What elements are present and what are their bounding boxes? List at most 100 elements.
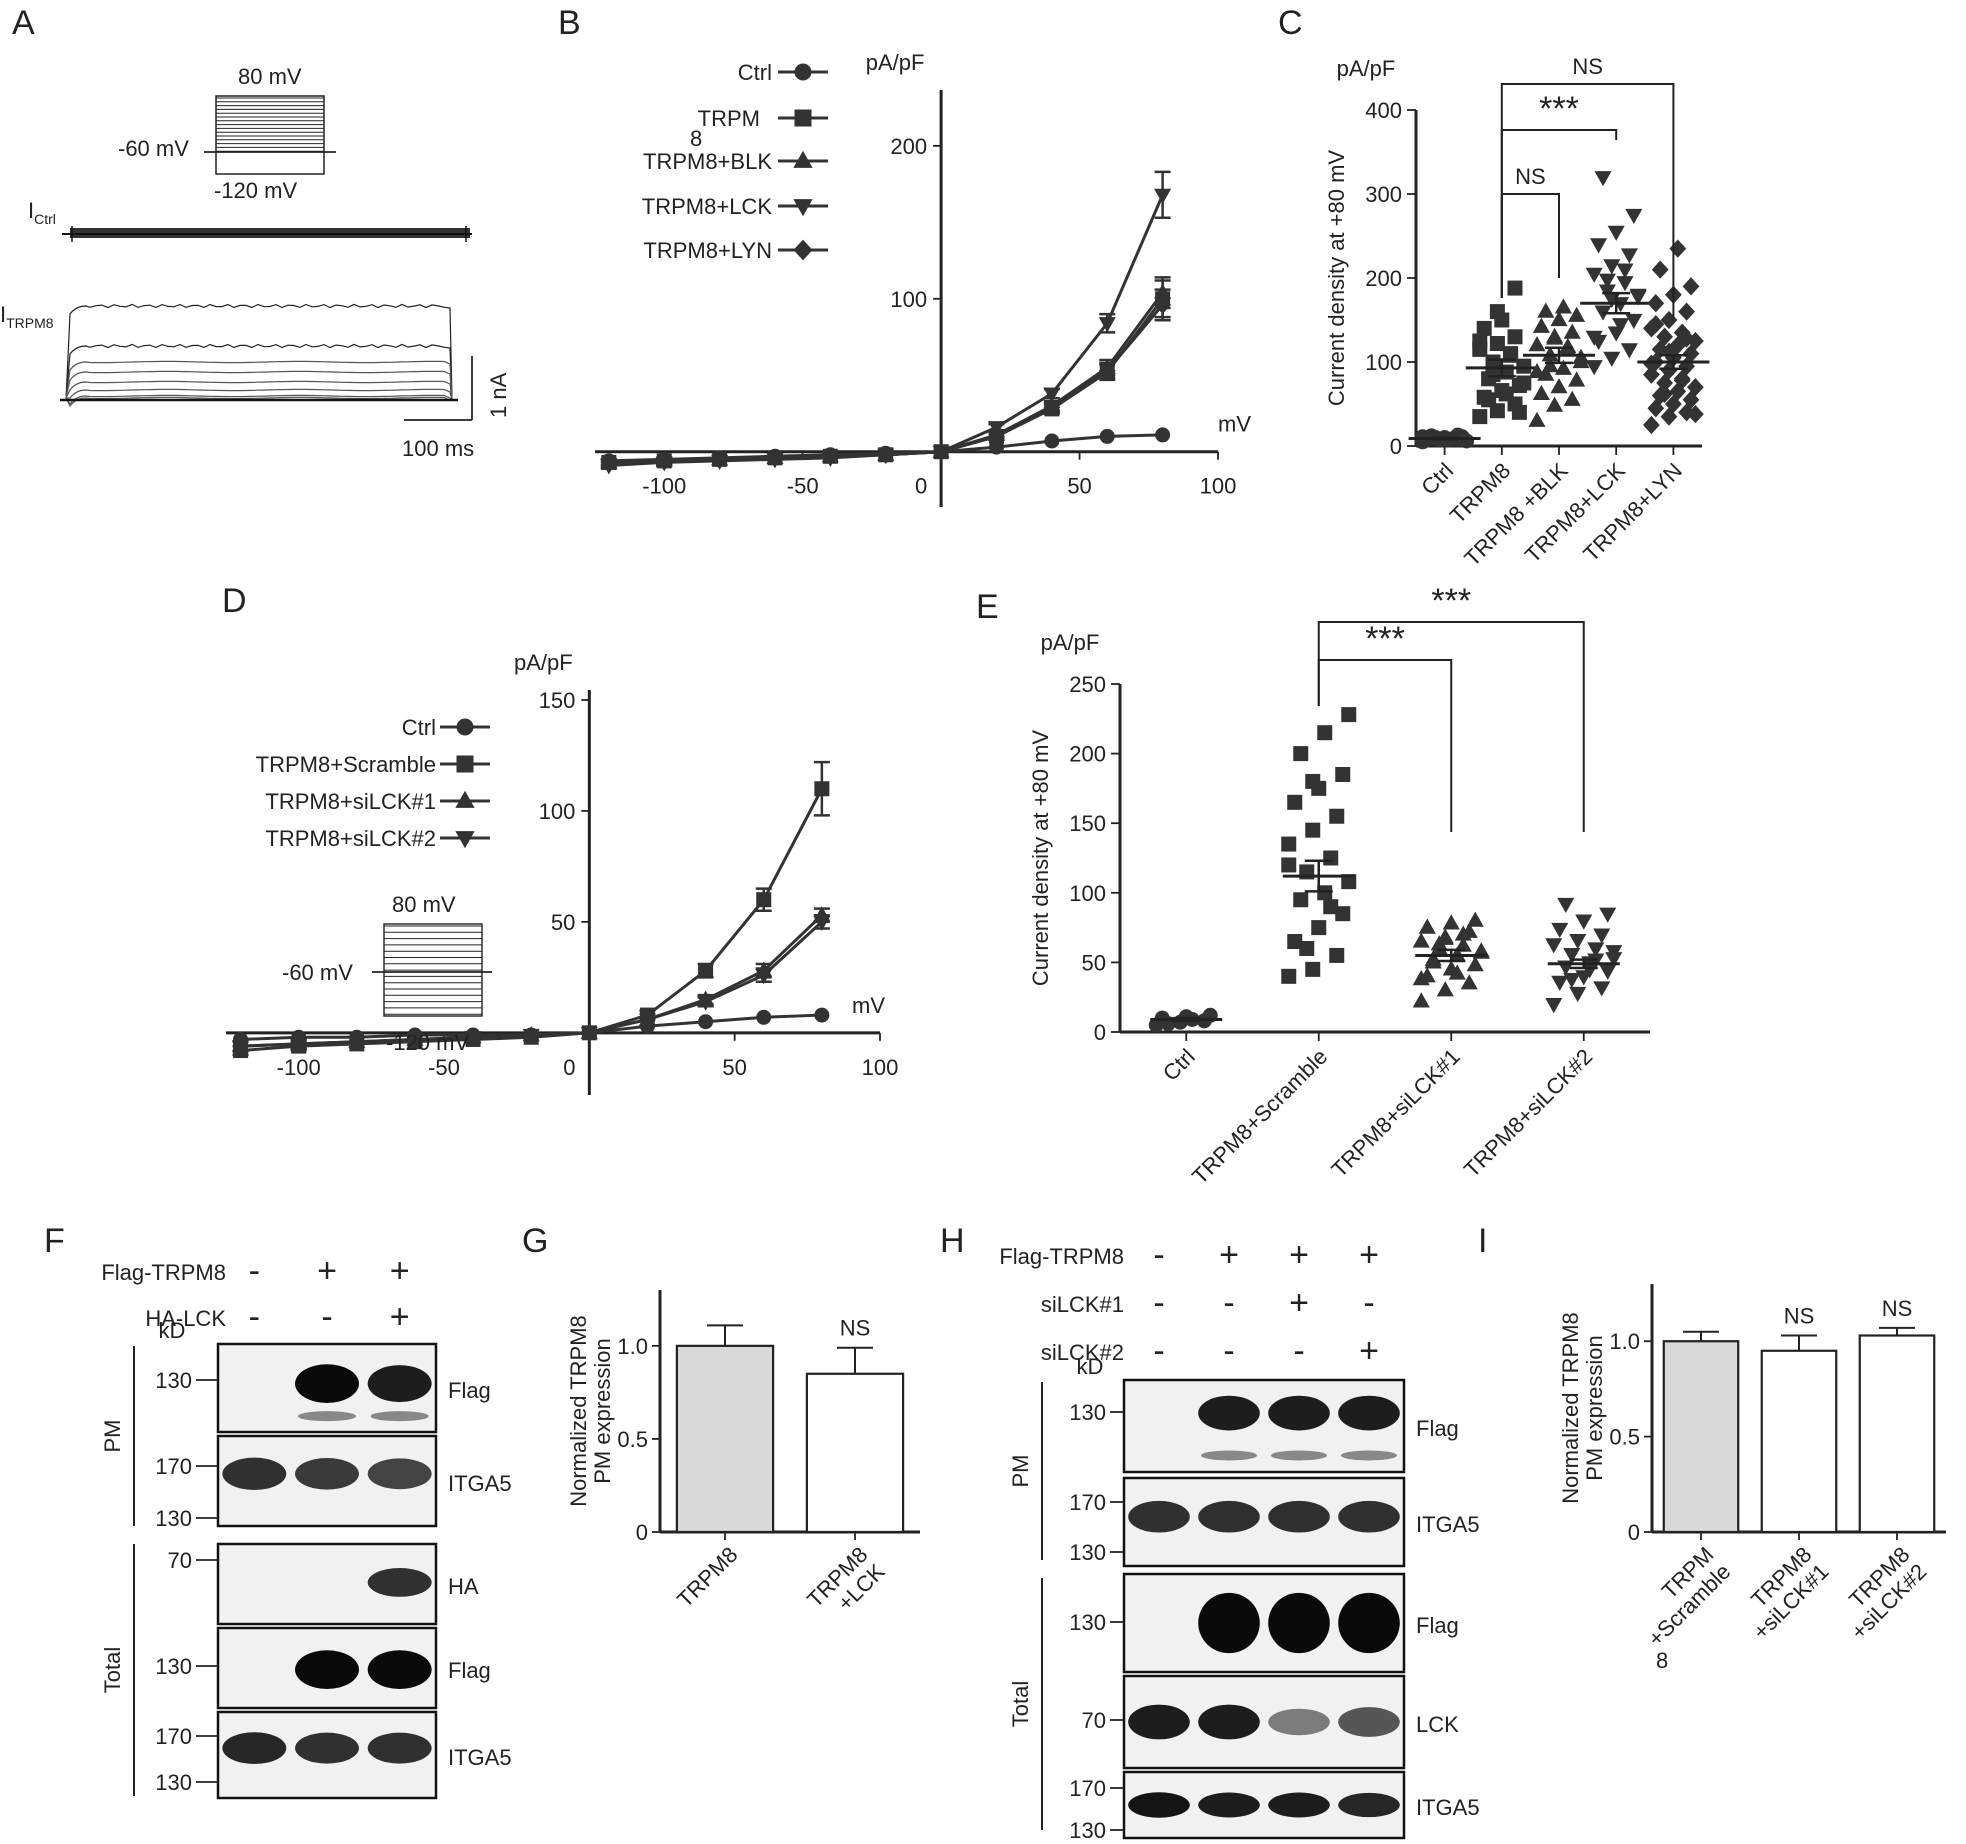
x-tick-label-extra: 8 [1656, 1648, 1668, 1673]
blot-band [1128, 1704, 1190, 1740]
data-point [1616, 263, 1634, 279]
blot-band [1198, 1500, 1260, 1533]
western-blot-h: Flag-TRPM8- + + +siLCK#1- - + -siLCK#2- - - +kDFl… [999, 1236, 1479, 1843]
trpm8-current-sweep [65, 343, 453, 401]
blot-band [295, 1732, 359, 1764]
data-point [464, 1031, 482, 1047]
data-point [1154, 188, 1172, 204]
blot-band [1198, 1592, 1260, 1654]
protocol-steps [215, 95, 325, 175]
legend: Ctrl TRPM8+Scramble TRPM8+siLCK#1 TRPM8+siL… [256, 715, 490, 851]
blot-label: ITGA5 [448, 1471, 512, 1496]
data-point [1412, 992, 1430, 1008]
data-point [406, 1033, 424, 1049]
panel-label-e: E [976, 588, 999, 626]
y-axis-label: Current density at +80 mV [1324, 150, 1349, 407]
data-point [1598, 273, 1616, 289]
protocol-top-label: 80 mV [238, 64, 302, 89]
bar [805, 1372, 905, 1534]
data-point [1098, 317, 1116, 333]
trpm8-current-sweep [65, 396, 452, 408]
blot-band [1198, 1395, 1260, 1431]
data-point [1599, 907, 1617, 923]
data-point [1687, 404, 1704, 424]
panel-label-a: A [12, 4, 35, 42]
legend-label-extra: 8 [690, 126, 702, 151]
data-point [1546, 327, 1564, 343]
condition-label: siLCK#2 [1041, 1340, 1124, 1365]
x-tick-label: 100 [862, 1055, 899, 1080]
trpm8-current-sweep [65, 394, 453, 406]
blot-band [367, 1732, 432, 1764]
data-point [1563, 323, 1581, 339]
condition-mark: - [1153, 1284, 1164, 1322]
bar [1858, 1334, 1936, 1534]
x-tick-label: -100 [277, 1055, 321, 1080]
legend-marker [455, 831, 475, 849]
mw-label: 130 [1069, 1540, 1106, 1565]
condition-mark: + [390, 1252, 410, 1290]
data-point [1559, 337, 1577, 353]
data-point [1299, 940, 1315, 956]
data-point [1541, 357, 1559, 373]
data-point [1554, 298, 1572, 314]
data-point [1678, 329, 1695, 348]
data-point [1568, 306, 1586, 322]
mw-label: 130 [155, 1506, 192, 1531]
data-point [1442, 914, 1460, 930]
data-point [1305, 773, 1321, 789]
data-point [1448, 964, 1466, 980]
x-axis-label: mV [852, 993, 885, 1018]
data-point [655, 451, 673, 471]
data-point [1593, 981, 1611, 997]
data-point [1678, 302, 1695, 321]
blot-band [295, 1650, 359, 1689]
data-point [1550, 310, 1568, 327]
y-unit-label: pA/pF [1337, 56, 1396, 81]
x-tick-label: 50 [1067, 474, 1091, 499]
blot-band [297, 1411, 357, 1422]
data-point [1507, 280, 1523, 296]
x-tick-label: 0 [563, 1055, 575, 1080]
data-point [1281, 857, 1297, 873]
legend-label: TRPM8+siLCK#1 [265, 789, 436, 814]
trpm8-current-sweep [65, 303, 453, 401]
data-point [1545, 998, 1563, 1014]
trpm8-current-sweep [66, 388, 453, 401]
legend-label: TRPM8+siLCK#2 [265, 826, 436, 851]
data-point [1323, 850, 1339, 866]
bar [1760, 1349, 1838, 1534]
y-axis-label: pA/pF [514, 650, 573, 675]
legend-label: TRPM8+BLK [643, 149, 772, 174]
significance-bracket [1317, 659, 1453, 832]
y-tick-label: 200 [890, 134, 927, 159]
bar [675, 1344, 775, 1534]
data-point [1569, 934, 1587, 950]
data-point [1481, 392, 1497, 408]
data-point [1607, 225, 1625, 241]
blot-band [1341, 1450, 1397, 1461]
data-point [1454, 925, 1472, 941]
blot-band [295, 1364, 359, 1403]
blot-strip-HA: HA 70 [168, 1542, 479, 1626]
panel-label-h: H [940, 1222, 965, 1260]
data-point [1472, 333, 1488, 349]
significance-label: NS [1882, 1296, 1913, 1321]
protocol-bottom-label: -120 mV [214, 178, 297, 203]
data-point [1412, 932, 1430, 948]
y-unit-label: pA/pF [1041, 630, 1100, 655]
data-point [1647, 315, 1665, 334]
mw-label: 170 [155, 1724, 192, 1749]
data-point [1329, 808, 1345, 824]
y-tick-label: 100 [1365, 350, 1402, 375]
data-point [814, 781, 830, 797]
panel-label-b: B [558, 4, 581, 42]
legend-marker [793, 199, 813, 217]
y-tick-label: 150 [1069, 811, 1106, 836]
data-point [1625, 313, 1643, 330]
blot-label: Flag [448, 1378, 491, 1403]
data-point [1585, 267, 1603, 283]
data-point [1489, 304, 1505, 320]
data-point [1682, 277, 1700, 296]
